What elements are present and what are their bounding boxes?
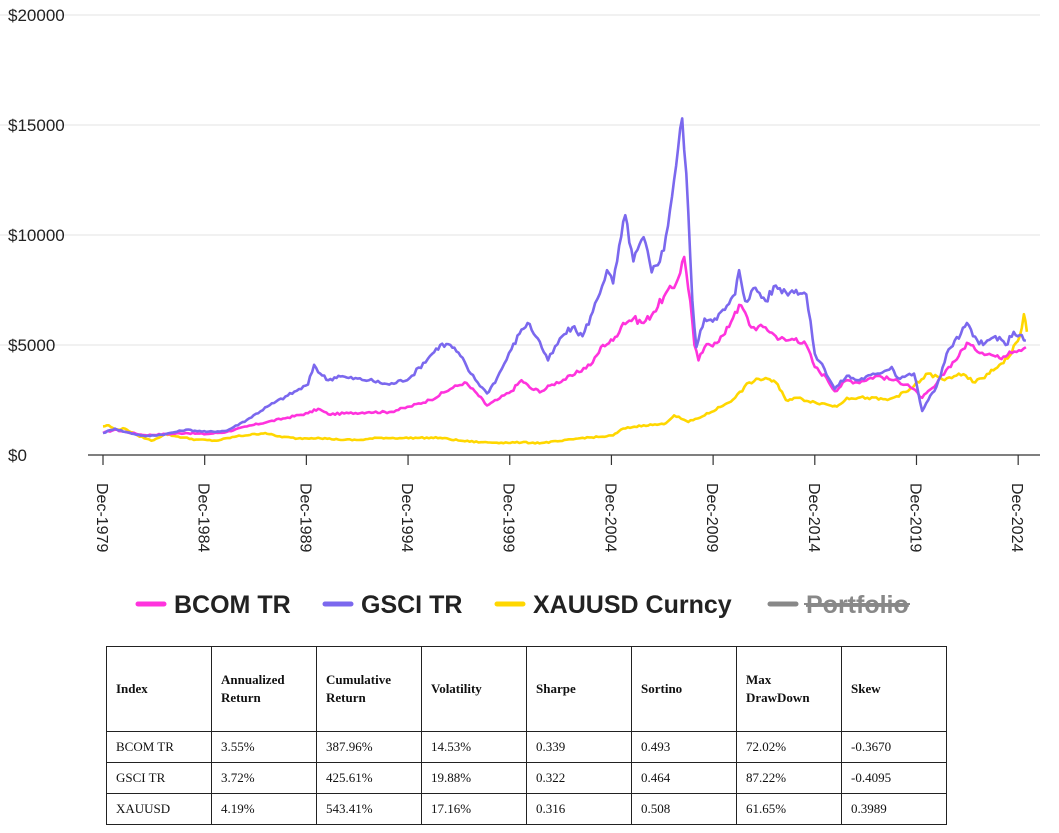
table-cell: 87.22% — [736, 762, 842, 794]
table-cell: 19.88% — [421, 762, 527, 794]
table-cell: 3.55% — [211, 731, 317, 763]
legend[interactable]: BCOM TR GSCI TR XAUUSD Curncy Portfolio — [135, 591, 910, 619]
x-tick-label: Dec-1994 — [398, 483, 415, 552]
table-cell: 0.493 — [631, 731, 737, 763]
y-tick-label: $10000 — [8, 226, 65, 245]
table-cell: 543.41% — [316, 793, 422, 825]
table-cell: XAUUSD — [106, 793, 212, 825]
line-chart: $0$5000$10000$15000$20000 Dec-1979 Dec-19… — [0, 6, 1040, 619]
x-axis-tick-labels: Dec-1979 Dec-1984 Dec-1989 Dec-1994 Dec-1999… — [93, 483, 1025, 552]
x-tick-label: Dec-2019 — [906, 483, 923, 552]
y-tick-label: $15000 — [8, 116, 65, 135]
x-tick-label: Dec-1979 — [93, 483, 110, 552]
table-cell: 4.19% — [211, 793, 317, 825]
table-cell: GSCI TR — [106, 762, 212, 794]
table-cell: 0.3989 — [841, 793, 947, 825]
legend-item-bcom-tr[interactable]: BCOM TR — [135, 591, 291, 619]
grid-lines — [0, 14, 1040, 346]
series-lines — [102, 117, 1029, 445]
legend-label: GSCI TR — [361, 591, 462, 619]
x-tick-label: Dec-1989 — [296, 483, 313, 552]
y-tick-label: $20000 — [8, 6, 65, 25]
table-cell: -0.3670 — [841, 731, 947, 763]
series-line-bcom-tr — [102, 255, 1027, 437]
table-cell: 61.65% — [736, 793, 842, 825]
table-header-cell: Max DrawDown — [736, 646, 842, 732]
table-row: XAUUSD 4.19% 543.41% 17.16% 0.316 0.508 61.65%… — [106, 793, 947, 825]
table-header-cell: Skew — [841, 646, 947, 732]
table-cell: 0.322 — [526, 762, 632, 794]
legend-label: BCOM TR — [174, 591, 291, 619]
legend-item-xauusd-curncy[interactable]: XAUUSD Curncy — [494, 591, 732, 619]
table-row: GSCI TR 3.72% 425.61% 19.88% 0.322 0.464 87.22… — [106, 762, 947, 794]
statistics-table: Index Annualized Return Cumulative Return Vol… — [106, 646, 947, 825]
table-header-cell: Cumulative Return — [316, 646, 422, 732]
table-header-cell: Sharpe — [526, 646, 632, 732]
table-cell: 0.339 — [526, 731, 632, 763]
x-tick-label: Dec-2009 — [703, 483, 720, 552]
table-cell: 0.464 — [631, 762, 737, 794]
legend-item-gsci-tr[interactable]: GSCI TR — [322, 591, 462, 619]
series-line-xauusd-curncy — [102, 312, 1029, 445]
table-body: BCOM TR 3.55% 387.96% 14.53% 0.339 0.493 72.02… — [106, 731, 947, 825]
table-header-row: Index Annualized Return Cumulative Return Vol… — [106, 646, 947, 732]
legend-label: XAUUSD Curncy — [533, 591, 732, 619]
table-cell: 3.72% — [211, 762, 317, 794]
table-cell: 425.61% — [316, 762, 422, 794]
x-tick-label: Dec-2024 — [1008, 483, 1025, 552]
table-header-cell: Sortino — [631, 646, 737, 732]
table-cell: 387.96% — [316, 731, 422, 763]
table-header-cell: Volatility — [421, 646, 527, 732]
legend-item-portfolio[interactable]: Portfolio — [767, 591, 910, 619]
table-cell: 17.16% — [421, 793, 527, 825]
table-cell: 0.316 — [526, 793, 632, 825]
series-line-gsci-tr — [102, 117, 1027, 438]
table-cell: 72.02% — [736, 731, 842, 763]
y-axis-tick-labels: $0 $5000 $10000 $15000 $20000 — [8, 6, 65, 465]
x-tick-label: Dec-1984 — [195, 483, 212, 552]
y-tick-label: $5000 — [8, 336, 55, 355]
table-header-cell: Annualized Return — [211, 646, 317, 732]
x-tick-label: Dec-2014 — [805, 483, 822, 552]
table-cell: -0.4095 — [841, 762, 947, 794]
x-tick-label: Dec-1999 — [500, 483, 517, 552]
table-cell: BCOM TR — [106, 731, 212, 763]
y-tick-label: $0 — [8, 446, 27, 465]
table-cell: 14.53% — [421, 731, 527, 763]
table-header-cell: Index — [106, 646, 212, 732]
x-tick-label: Dec-2004 — [601, 483, 618, 552]
x-axis — [88, 454, 1040, 465]
table-cell: 0.508 — [631, 793, 737, 825]
table-row: BCOM TR 3.55% 387.96% 14.53% 0.339 0.493 72.02… — [106, 731, 947, 763]
